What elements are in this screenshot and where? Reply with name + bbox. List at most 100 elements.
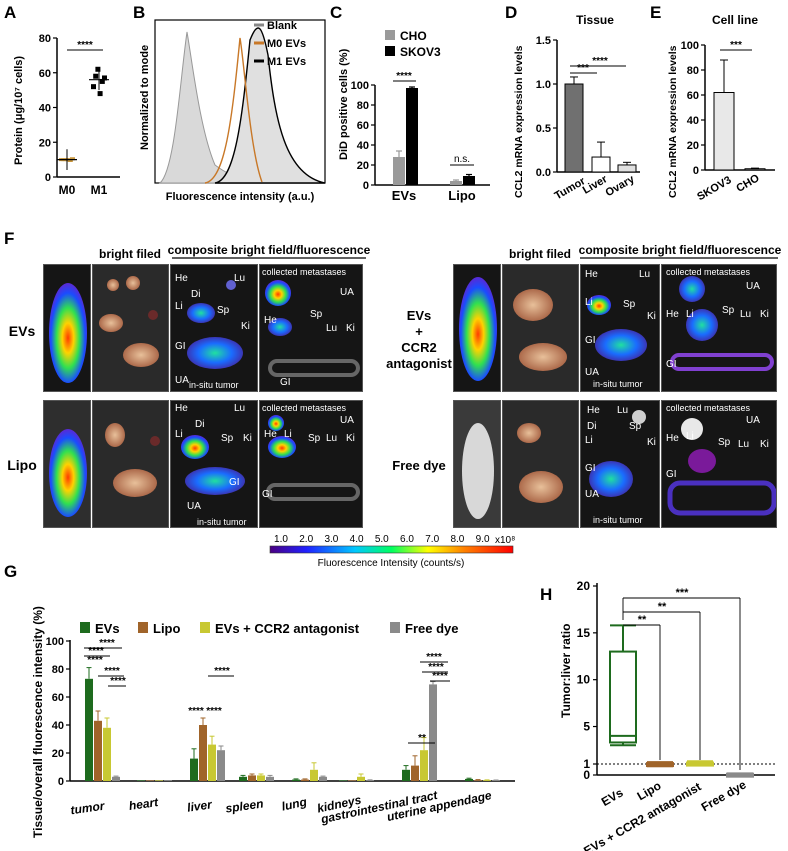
bright-field-image-lipo	[92, 400, 169, 528]
y-ticks: 0 20 40 60 80	[39, 33, 57, 184]
data-point	[99, 78, 105, 84]
svg-text:****: ****	[88, 646, 104, 657]
panel-letter: F	[4, 229, 14, 248]
bar	[199, 725, 207, 781]
y-tick-label: 5	[583, 720, 590, 734]
x-tick-label: Lipo	[448, 188, 475, 203]
row-label: EVs	[9, 323, 36, 339]
bar	[310, 769, 318, 781]
bars	[393, 86, 475, 185]
panel-letter: A	[4, 3, 16, 22]
x-tick-label: SKOV3	[695, 174, 733, 203]
y-tick-label: 0	[693, 165, 699, 177]
bar	[292, 779, 300, 781]
bar	[366, 780, 374, 781]
composite-organs-lipo: He Lu Di Li Sp Ki GI UA in-situ tumor	[170, 400, 258, 528]
bar	[155, 780, 163, 781]
svg-text:****: ****	[432, 671, 448, 682]
y-tick-label: 40	[357, 140, 369, 152]
bar	[617, 164, 637, 173]
significance-label: ***	[730, 40, 742, 51]
y-tick-label: 0	[363, 180, 369, 192]
column-header: bright filed	[99, 247, 161, 261]
significance-liver: **** **** ****	[188, 666, 234, 717]
colorbar: 1.0 2.0 3.0 4.0 5.0 6.0 7.0 8.0 9.0 x10⁸ Fluores…	[269, 534, 515, 569]
histogram-m0	[204, 37, 263, 184]
bar	[564, 83, 584, 173]
significance-label: ****	[77, 40, 93, 51]
y-tick-label: 100	[351, 80, 369, 92]
y-tick-label: 20	[52, 748, 64, 760]
y-tick-label: 15	[577, 626, 591, 640]
colorbar-tick-label: 5.0	[375, 534, 389, 545]
y-ticks: 0 20 40 60 80 100	[46, 636, 70, 788]
colorbar-tick-label: 7.0	[425, 534, 439, 545]
bar	[85, 678, 93, 781]
box	[609, 650, 637, 744]
column-header: composite bright field/fluorescence	[579, 243, 782, 257]
svg-text:****: ****	[87, 655, 103, 666]
panel-e: E Cell line CCL2 mRNA expression levels …	[650, 3, 775, 203]
bar	[411, 765, 419, 781]
y-tick-label: 0	[45, 172, 51, 184]
bar	[339, 780, 347, 781]
panel-letter: D	[505, 3, 517, 22]
panel-letter: H	[540, 585, 552, 604]
boxes	[609, 624, 754, 778]
colorbar-tick-label: 9.0	[476, 534, 490, 545]
column-header: composite bright field/fluorescence	[168, 243, 371, 257]
y-tick-label: 20	[357, 160, 369, 172]
colorbar-tick-label: 4.0	[350, 534, 364, 545]
svg-text:**: **	[658, 601, 667, 613]
svg-text:EVs + CCR2 antagonist: EVs + CCR2 antagonist	[215, 621, 360, 636]
composite-organs-ccr2: He Lu Li Sp Ki GI UA in-situ tumor	[580, 264, 660, 392]
svg-text:M1 EVs: M1 EVs	[267, 56, 306, 68]
data-point	[91, 84, 96, 90]
legend: CHO SKOV3	[385, 29, 441, 59]
bar	[744, 168, 766, 171]
y-tick-label: 60	[687, 90, 699, 102]
bar	[348, 780, 356, 781]
svg-text:****: ****	[214, 666, 230, 677]
data-point	[67, 158, 73, 162]
svg-text:CHO: CHO	[400, 29, 427, 43]
chart-title: Tissue	[576, 13, 614, 27]
y-tick-label: 60	[52, 692, 64, 704]
x-axis-label: Fluorescence intensity (a.u.)	[166, 191, 315, 203]
bar	[393, 157, 405, 185]
bar	[492, 780, 500, 781]
panel-d: D Tissue CCL2 mRNA expression levels 0.0…	[505, 3, 640, 202]
bars	[564, 76, 637, 173]
bar	[450, 181, 462, 185]
bars	[713, 59, 766, 171]
svg-text:****: ****	[99, 638, 115, 649]
y-axis-label: CCL2 mRNA expression levels	[667, 45, 679, 198]
x-tick-label: spleen	[225, 796, 265, 815]
panel-c: C DiD positive cells (%) 0 20 40 60 80 100 CH…	[330, 3, 490, 203]
x-tick-label: tumor	[70, 799, 107, 818]
colorbar-tick-label: 8.0	[450, 534, 464, 545]
colorbar-tick-label: 6.0	[400, 534, 414, 545]
bar	[257, 775, 265, 781]
significance-tumor: **** **** **** **** ****	[84, 638, 126, 687]
x-tick-label: liver	[186, 797, 214, 814]
composite-metastases-ccr2: collected metastases UA He Li Sp Lu Ki G…	[661, 264, 777, 392]
panel-f-labels: F bright filed composite bright field/fl…	[4, 229, 782, 569]
bar	[483, 780, 491, 781]
svg-text:EVs: EVs	[599, 785, 626, 809]
y-axis-label: Normalized to mode	[139, 45, 151, 150]
bar	[429, 684, 437, 781]
x-tick-labels: tumor heart liver spleen lung kidneysgastroin…	[70, 788, 493, 827]
colorbar-tick-label: 1.0	[274, 534, 288, 545]
y-tick-label: 80	[687, 65, 699, 77]
row-label: Lipo	[7, 457, 37, 473]
composite-metastases-evs: collected metastases UA He Sp Lu Ki GI	[259, 264, 363, 392]
y-tick-label: 0.0	[536, 167, 551, 179]
bar	[420, 750, 428, 781]
y-tick-label: 40	[39, 103, 51, 115]
y-axis-label: Protein (μg/10⁷ cells)	[13, 56, 25, 165]
svg-text:EVs: EVs	[95, 621, 120, 636]
